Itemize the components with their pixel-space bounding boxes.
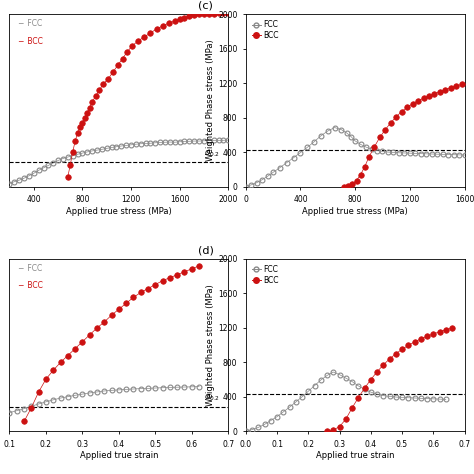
Text: $\sigma_{0.2}$: $\sigma_{0.2}$ [204,393,219,403]
Text: ─  BCC: ─ BCC [18,282,43,291]
Y-axis label: Weighted Phase stress (MPa): Weighted Phase stress (MPa) [206,39,215,161]
Text: (d): (d) [198,246,213,255]
Text: ─  BCC: ─ BCC [18,36,43,46]
Text: $\sigma_{0.2}$: $\sigma_{0.2}$ [204,148,219,158]
Y-axis label: Weighted Phase stress (MPa): Weighted Phase stress (MPa) [206,284,215,406]
X-axis label: Applied true strain: Applied true strain [80,451,158,460]
X-axis label: Applied true stress (MPa): Applied true stress (MPa) [66,207,172,216]
Text: ─  FCC: ─ FCC [18,19,43,28]
Text: ─  FCC: ─ FCC [18,264,43,273]
X-axis label: Applied true strain: Applied true strain [316,451,394,460]
Legend: FCC, BCC: FCC, BCC [250,18,281,42]
Text: (c): (c) [198,1,212,11]
Legend: FCC, BCC: FCC, BCC [250,263,281,287]
X-axis label: Applied true stress (MPa): Applied true stress (MPa) [302,207,408,216]
